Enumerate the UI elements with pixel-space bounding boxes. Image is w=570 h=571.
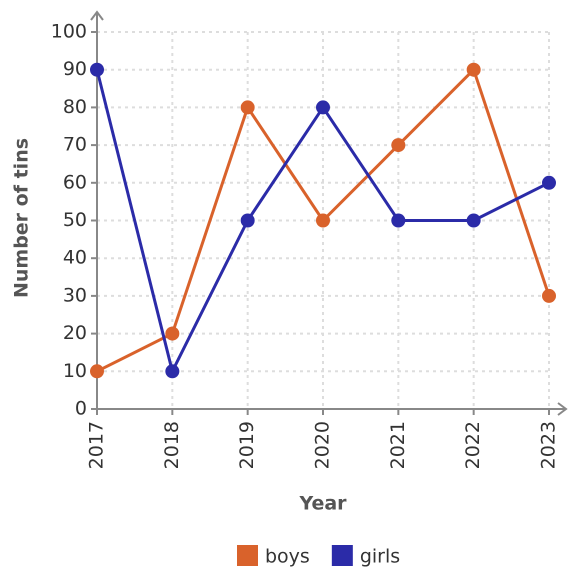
- y-tick-label: 30: [63, 284, 87, 306]
- x-tick-label: 2019: [236, 421, 258, 469]
- y-tick-label: 20: [63, 322, 87, 344]
- x-tick-label: 2020: [312, 421, 334, 469]
- point: [391, 213, 406, 228]
- y-tick-label: 90: [63, 58, 87, 80]
- point: [90, 62, 104, 77]
- y-tick-label: 60: [63, 171, 87, 193]
- y-axis-label: Number of tins: [11, 138, 33, 298]
- point: [466, 213, 481, 228]
- point: [542, 288, 556, 303]
- x-tick-label: 2023: [538, 421, 560, 469]
- x-axis-label: Year: [298, 493, 347, 515]
- x-tick-label: 2022: [462, 421, 484, 469]
- point: [316, 213, 330, 228]
- x-tick-label: 2018: [161, 421, 183, 469]
- y-tick-label: 10: [63, 360, 87, 382]
- point: [90, 364, 104, 379]
- x-tick-label: 2017: [86, 421, 108, 469]
- y-tick-label: 100: [51, 21, 87, 43]
- y-tick-label: 70: [63, 134, 87, 156]
- point: [466, 62, 481, 77]
- y-tick-label: 50: [63, 209, 87, 231]
- x-axis: [97, 402, 568, 416]
- legend-label: boys: [265, 546, 310, 568]
- y-tick-label: 80: [63, 96, 87, 118]
- legend-swatch: [237, 545, 258, 566]
- point: [165, 364, 180, 379]
- y-tick-label: 0: [75, 398, 87, 420]
- legend-label: girls: [360, 546, 400, 568]
- point: [240, 213, 255, 228]
- point: [391, 138, 406, 153]
- x-tick-label: 2021: [387, 421, 409, 469]
- y-axis: [90, 10, 104, 409]
- legend-swatch: [331, 545, 353, 566]
- point: [240, 100, 255, 115]
- point: [542, 175, 556, 190]
- y-tick-label: 40: [63, 247, 87, 269]
- point: [165, 326, 180, 341]
- point: [316, 100, 330, 115]
